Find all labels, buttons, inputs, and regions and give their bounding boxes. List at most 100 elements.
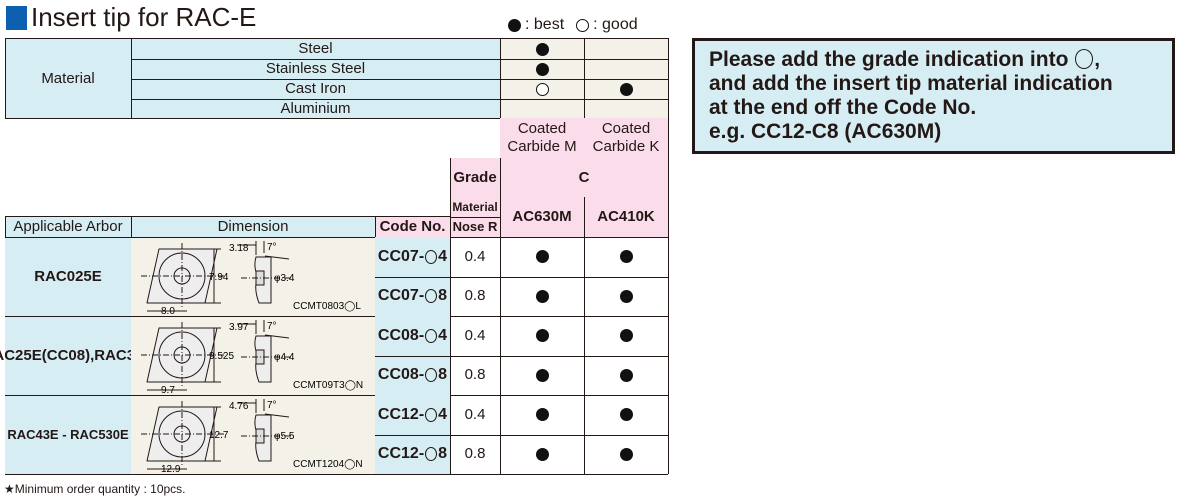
grid-line <box>5 38 668 39</box>
grid-line <box>5 118 668 119</box>
page-title: Insert tip for RAC-E <box>6 2 256 33</box>
grid-line <box>131 59 668 60</box>
title-square-icon <box>6 5 27 30</box>
best-mark-icon <box>535 368 549 382</box>
dim-width: 12.9 <box>161 464 181 474</box>
nose-radius: 0.8 <box>464 287 486 305</box>
best-mark-icon <box>535 250 549 264</box>
best-mark-icon <box>619 82 633 96</box>
grid-line <box>375 355 668 357</box>
suitability-ac630m <box>500 237 584 277</box>
grid-line <box>668 38 669 158</box>
suitability-k <box>584 59 668 79</box>
grade-value: C <box>500 158 668 197</box>
insert-model: CCMT1204◯N <box>293 459 363 470</box>
nose-radius: 0.4 <box>464 326 486 344</box>
open-circle-icon <box>425 289 438 304</box>
open-circle-icon <box>425 407 438 422</box>
dim-height: 12.7 <box>209 430 229 441</box>
arbor-name: RAC43E - RAC530E <box>5 395 131 474</box>
grid-line <box>668 158 669 474</box>
dim-thickness: 3.18 <box>229 243 249 254</box>
grid-line <box>5 316 668 317</box>
nose-radius: 0.8 <box>464 445 486 463</box>
code-number: CC07- 4 <box>375 237 450 277</box>
grid-line <box>131 99 668 100</box>
best-mark-icon <box>535 42 549 56</box>
legend: : best : good <box>508 16 638 34</box>
nose-radius: 0.4 <box>464 405 486 423</box>
code-number: CC12- 4 <box>375 395 450 435</box>
filled-circle-icon <box>508 18 521 32</box>
suitability-m <box>500 59 584 79</box>
grid-line <box>375 434 668 436</box>
best-mark-icon <box>619 368 633 382</box>
grid-line <box>500 38 501 158</box>
insert-diagram: 9.525 9.7 3.97 7° φ4.4 CCMT09T3◯N <box>131 316 375 395</box>
open-circle-icon <box>576 18 590 32</box>
best-mark-icon <box>619 408 633 422</box>
suitability-ac410k <box>584 435 668 475</box>
grid-line <box>584 38 585 158</box>
best-mark-icon <box>535 408 549 422</box>
suitability-ac410k <box>584 395 668 435</box>
suitability-ac630m <box>500 435 584 475</box>
dim-thickness: 4.76 <box>229 401 249 412</box>
suitability-m <box>500 39 584 59</box>
insert-drawing: 7.94 8.0 3.18 7° φ3.4 CCMT0803◯L <box>141 241 361 316</box>
instruction-note: Please add the grade indication into , a… <box>692 38 1175 154</box>
dim-angle: 7° <box>267 400 277 411</box>
code-number: CC12- 8 <box>375 434 450 474</box>
grid-line <box>131 38 132 118</box>
suitability-ac630m <box>500 316 584 356</box>
tip-material-m: Coated Carbide M <box>500 118 584 158</box>
grid-line <box>5 474 668 475</box>
insert-diagram: 12.7 12.9 4.76 7° φ5.5 CCMT1204◯N <box>131 395 375 474</box>
grade-ac630m: AC630M <box>500 197 584 237</box>
code-number: CC08- 8 <box>375 355 450 395</box>
footer-note: ★Minimum order quantity : 10pcs. <box>4 482 186 496</box>
dim-width: 9.7 <box>161 385 175 395</box>
suitability-m <box>500 79 584 99</box>
open-circle-icon <box>425 328 438 343</box>
grid-line <box>5 216 450 217</box>
suitability-k <box>584 79 668 99</box>
best-mark-icon <box>535 289 549 303</box>
material-name: Steel <box>131 39 500 59</box>
insert-model: CCMT09T3◯N <box>293 380 363 391</box>
best-mark-icon <box>535 329 549 343</box>
dim-thickness: 3.97 <box>229 322 249 333</box>
suitability-ac630m <box>500 356 584 396</box>
suitability-ac410k <box>584 316 668 356</box>
material-name: Cast Iron <box>131 79 500 99</box>
suitability-m <box>500 99 584 118</box>
code-number: CC08- 4 <box>375 316 450 356</box>
grid-line <box>131 79 668 80</box>
suitability-ac410k <box>584 277 668 317</box>
dim-angle: 7° <box>267 321 277 332</box>
grade-ac410k: AC410K <box>584 197 668 237</box>
open-circle-icon <box>1075 49 1094 69</box>
material-name: Stainless Steel <box>131 59 500 79</box>
suitability-ac630m <box>500 395 584 435</box>
code-number: CC07- 8 <box>375 276 450 316</box>
suitability-ac410k <box>584 356 668 396</box>
best-mark-icon <box>619 250 633 264</box>
nose-r-label: Nose R <box>450 217 500 237</box>
arbor-name: RAC25E(CC08),RAC32E <box>0 316 153 395</box>
grid-line <box>5 38 6 118</box>
material-name: Aluminium <box>131 99 500 118</box>
good-mark-icon <box>535 82 549 96</box>
dim-height: 9.525 <box>209 351 234 362</box>
best-mark-icon <box>619 289 633 303</box>
best-mark-icon <box>535 62 549 76</box>
open-circle-icon <box>425 447 438 462</box>
tip-material-k: Coated Carbide K <box>584 118 668 158</box>
header-code: Code No. <box>375 217 450 237</box>
nose-radius: 0.4 <box>464 247 486 265</box>
open-circle-icon <box>425 249 438 264</box>
grid-line <box>375 276 668 278</box>
grid-line <box>450 217 500 218</box>
dim-hole: φ4.4 <box>274 352 295 363</box>
nose-radius: 0.8 <box>464 366 486 384</box>
